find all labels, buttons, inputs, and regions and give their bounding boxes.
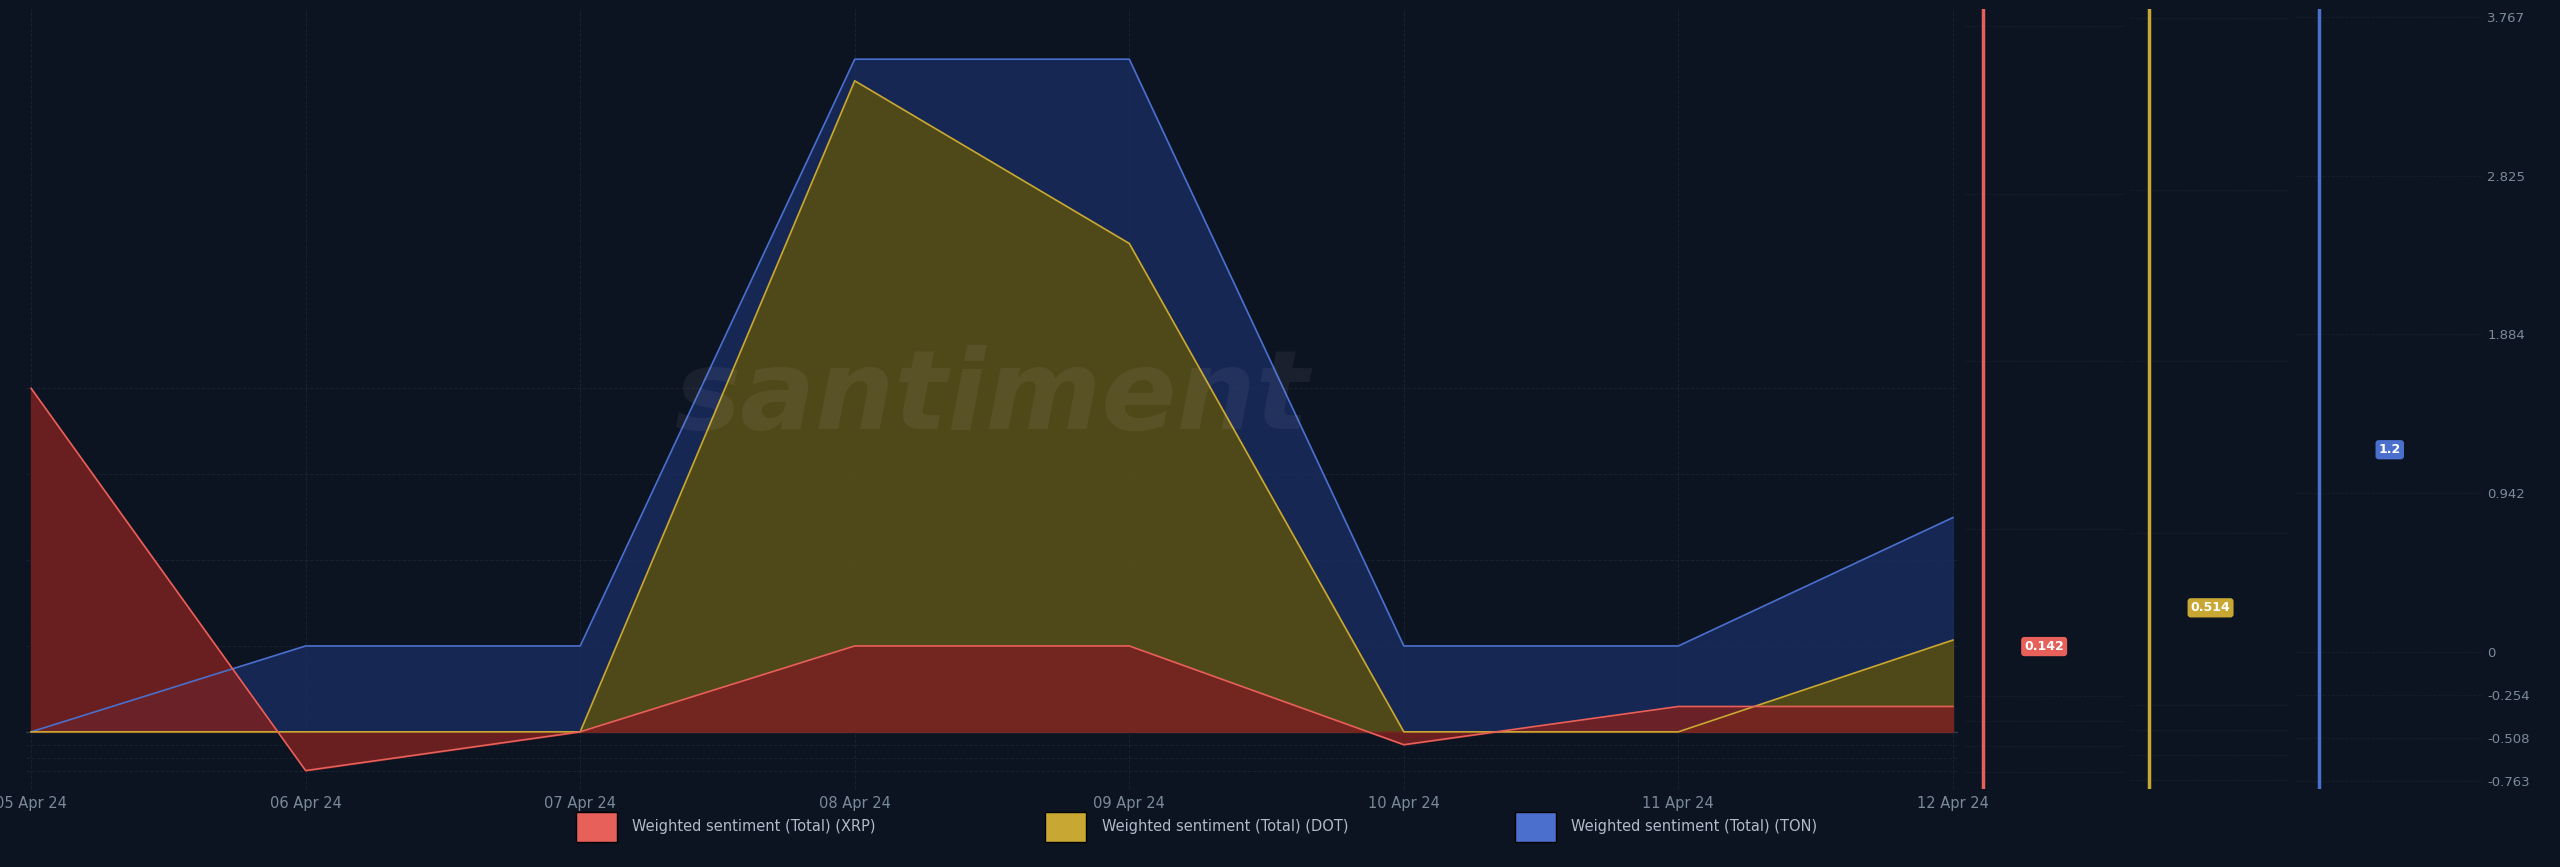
FancyBboxPatch shape [1044,812,1085,842]
FancyBboxPatch shape [576,812,617,842]
Text: Weighted sentiment (Total) (DOT): Weighted sentiment (Total) (DOT) [1101,819,1349,834]
Text: 0.514: 0.514 [2191,602,2230,615]
Text: Weighted sentiment (Total) (TON): Weighted sentiment (Total) (TON) [1572,819,1818,834]
Text: 0.142: 0.142 [2025,640,2063,653]
Text: 1.2: 1.2 [2378,443,2401,456]
Text: Weighted sentiment (Total) (XRP): Weighted sentiment (Total) (XRP) [632,819,876,834]
FancyBboxPatch shape [1516,812,1556,842]
Text: santiment: santiment [676,345,1308,453]
